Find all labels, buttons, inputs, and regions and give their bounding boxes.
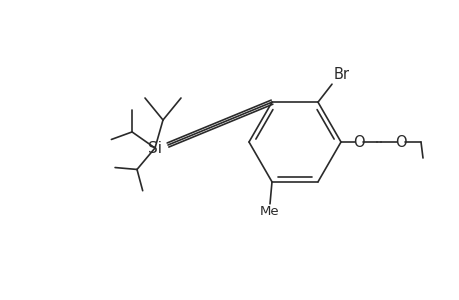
Text: Si: Si xyxy=(148,140,162,155)
Text: Me: Me xyxy=(260,205,279,218)
Text: Br: Br xyxy=(333,67,349,82)
Text: O: O xyxy=(353,134,364,149)
Text: O: O xyxy=(394,134,406,149)
